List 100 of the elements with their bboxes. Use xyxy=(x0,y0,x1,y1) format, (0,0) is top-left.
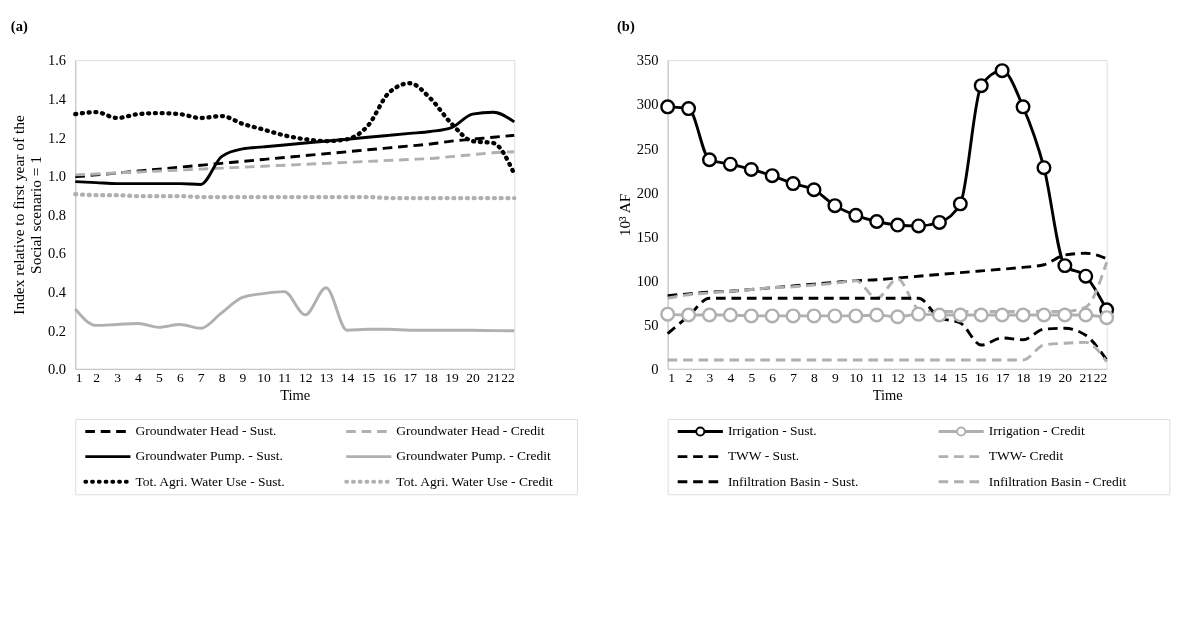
x-tick-label: 21 xyxy=(1079,369,1093,385)
point xyxy=(827,198,843,214)
x-tick-label: 3 xyxy=(706,369,714,385)
y-tick-label: 200 xyxy=(636,184,659,201)
point xyxy=(660,306,676,322)
point xyxy=(973,78,989,94)
x-tick-label: 5 xyxy=(748,369,756,385)
point xyxy=(1057,258,1073,274)
point xyxy=(764,308,780,324)
point xyxy=(1078,268,1094,284)
x-tick-label: 15 xyxy=(954,369,968,385)
x-axis-title: Time xyxy=(280,387,311,404)
point xyxy=(952,196,968,212)
legend-label: Tot. Agri. Water Use - Sust. xyxy=(135,473,285,489)
line-series xyxy=(666,340,1109,364)
x-tick-label: 11 xyxy=(870,369,884,385)
y-tick-label: 0.0 xyxy=(48,361,67,378)
point xyxy=(681,101,697,117)
point xyxy=(660,99,676,115)
y-tick-label: 0.2 xyxy=(48,322,67,339)
y-tick-label: 150 xyxy=(636,228,659,245)
x-tick-label: 13 xyxy=(912,369,927,385)
x-tick-label: 14 xyxy=(340,369,355,385)
legend-label: TWW - Sust. xyxy=(727,448,800,464)
x-tick-label: 19 xyxy=(1037,369,1052,385)
x-tick-label: 3 xyxy=(114,369,122,385)
legend-label: Infiltration Basin - Credit xyxy=(988,473,1127,489)
point xyxy=(701,307,717,323)
point xyxy=(785,308,801,324)
x-tick-label: 22 xyxy=(1093,369,1108,385)
x-tick-label: 2 xyxy=(93,369,101,385)
x-tick-label: 6 xyxy=(769,369,777,385)
point xyxy=(743,308,759,324)
point xyxy=(911,218,927,234)
point xyxy=(931,214,947,230)
point xyxy=(994,63,1010,79)
x-tick-label: 18 xyxy=(424,369,439,385)
point xyxy=(1036,307,1052,323)
point xyxy=(1036,160,1052,176)
point xyxy=(806,182,822,198)
x-tick-label: 10 xyxy=(849,369,864,385)
y-tick-label: 1.2 xyxy=(48,129,67,146)
legend-label: Groundwater Head - Credit xyxy=(396,423,545,439)
x-tick-label: 16 xyxy=(382,369,397,385)
y-axis-title: 10³ AF xyxy=(616,193,634,237)
point xyxy=(1015,307,1031,323)
y-tick-label: 0.4 xyxy=(48,283,67,300)
x-tick-label: 1 xyxy=(668,369,675,385)
chart-title: (b) xyxy=(617,18,635,36)
y-tick-label: 250 xyxy=(636,140,659,157)
x-tick-label: 17 xyxy=(995,369,1010,385)
x-tick-label: 19 xyxy=(445,369,460,385)
legend-label: TWW- Credit xyxy=(988,448,1064,464)
y-tick-label: 0.6 xyxy=(48,245,67,262)
point xyxy=(701,152,717,168)
legend-label: Irrigation - Credit xyxy=(988,423,1085,439)
x-tick-label: 7 xyxy=(197,369,205,385)
x-tick-label: 8 xyxy=(218,369,226,385)
legend-label: Infiltration Basin - Sust. xyxy=(727,473,859,489)
legend-label: Groundwater Head - Sust. xyxy=(135,423,277,439)
point xyxy=(764,168,780,184)
legend-label: Groundwater Pump. - Sust. xyxy=(135,448,283,464)
point xyxy=(973,307,989,323)
x-tick-label: 11 xyxy=(278,369,292,385)
line-series xyxy=(73,150,516,177)
point xyxy=(722,156,738,172)
y-tick-label: 1.0 xyxy=(48,168,67,185)
x-tick-label: 4 xyxy=(727,369,735,385)
x-tick-label: 6 xyxy=(176,369,184,385)
legend-label: Tot. Agri. Water Use - Credit xyxy=(396,473,553,489)
x-tick-label: 21 xyxy=(487,369,501,385)
y-tick-label: 300 xyxy=(636,96,659,113)
point xyxy=(890,309,906,325)
legend-label: Irrigation - Sust. xyxy=(727,423,817,439)
point xyxy=(952,307,968,323)
point xyxy=(827,308,843,324)
chart-title: (a) xyxy=(10,18,28,36)
point xyxy=(1057,307,1073,323)
x-tick-label: 20 xyxy=(466,369,480,385)
x-tick-label: 15 xyxy=(361,369,376,385)
x-tick-label: 4 xyxy=(135,369,143,385)
y-axis-title: Index relative to first year of the Social scenario = 1 xyxy=(9,115,45,315)
point xyxy=(931,307,947,323)
point xyxy=(890,217,906,233)
point xyxy=(722,307,738,323)
point xyxy=(911,306,927,322)
point xyxy=(994,307,1010,323)
point xyxy=(743,161,759,177)
x-tick-label: 14 xyxy=(933,369,947,385)
point xyxy=(785,176,801,192)
y-tick-label: 0.8 xyxy=(48,206,67,223)
point xyxy=(681,307,697,323)
point xyxy=(1099,310,1115,326)
x-tick-label: 1 xyxy=(75,369,83,385)
y-tick-label: 100 xyxy=(636,272,659,289)
x-tick-label: 17 xyxy=(403,369,418,385)
x-tick-label: 5 xyxy=(155,369,163,385)
x-axis-title: Time xyxy=(872,387,903,404)
x-tick-label: 10 xyxy=(257,369,271,385)
x-tick-label: 2 xyxy=(685,369,693,385)
